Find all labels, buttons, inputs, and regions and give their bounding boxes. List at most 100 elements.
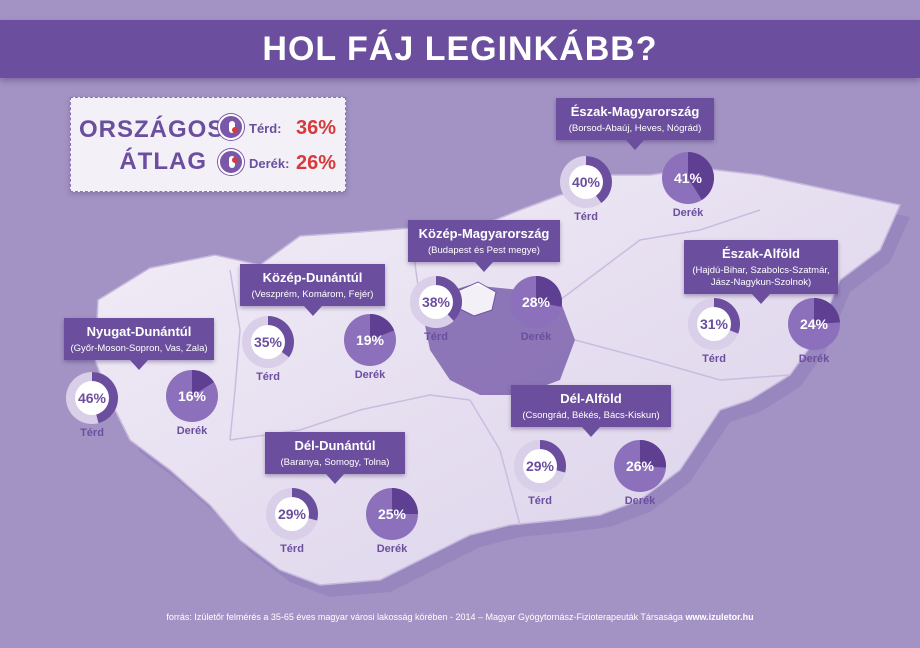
- pie-value-label: 38%: [421, 294, 451, 310]
- pie-slice: [814, 298, 840, 324]
- pie-caption-terd: Térd: [280, 543, 304, 555]
- region-counties: (Győr-Moson-Sopron, Vas, Zala): [70, 343, 208, 354]
- pie-kozep-dunantul-terd: 35% Térd: [240, 314, 296, 384]
- pie-nyugat-dunantul-derek: 16% Derék: [164, 368, 220, 438]
- pie-svg: [366, 488, 418, 540]
- pie-caption-derek: Derék: [672, 207, 704, 219]
- pie-hole: [697, 307, 731, 341]
- pie-caption-derek: Derék: [520, 331, 552, 343]
- source-footer: forrás: Izületőr felmérés a 35-65 éves m…: [0, 612, 920, 622]
- callout-kozep-dunantul: Közép-Dunántúl (Veszprém, Komárom, Fejér…: [240, 264, 385, 316]
- callout-del-dunantul: Dél-Dunántúl (Baranya, Somogy, Tolna): [265, 432, 405, 484]
- average-derek-label: Derék:: [249, 156, 290, 171]
- region-counties: (Veszprém, Komárom, Fejér): [251, 289, 374, 300]
- region-name: Dél-Dunántúl: [294, 438, 376, 453]
- callout-kozep-magyarorszag: Közép-Magyarország (Budapest és Pest meg…: [408, 220, 560, 272]
- pie-value-label: 26%: [625, 458, 655, 474]
- knee-icon: [218, 114, 244, 140]
- region-name: Észak-Magyarország: [570, 104, 700, 119]
- pie-slice: [392, 488, 418, 514]
- pie-svg: [788, 298, 840, 350]
- pie-nyugat-dunantul-terd: 46% Térd: [64, 370, 120, 440]
- pie-caption-derek: Derék: [376, 543, 408, 555]
- pie-hole: [569, 165, 603, 199]
- pie-caption-terd: Térd: [424, 331, 448, 343]
- pie-svg: [410, 276, 462, 328]
- pie-kozep-magyarorszag-derek: 28% Derék: [508, 274, 564, 344]
- pie-value-label: 35%: [253, 334, 283, 350]
- pie-svg: [514, 440, 566, 492]
- pie-eszak-alfold-derek: 24% Derék: [786, 296, 842, 366]
- pie-value-label: 29%: [277, 506, 307, 522]
- pie-svg: [614, 440, 667, 492]
- source-text: forrás: Izületőr felmérés a 35-65 éves m…: [166, 612, 683, 622]
- pie-svg: [66, 372, 118, 424]
- pie-hole: [275, 497, 309, 531]
- pie-kozep-magyarorszag-terd: 38% Térd: [408, 274, 464, 344]
- pie-svg: [510, 276, 563, 328]
- region-counties: (Baranya, Somogy, Tolna): [280, 457, 390, 468]
- pie-kozep-dunantul-derek: 19% Derék: [342, 312, 398, 382]
- national-average-box: ORSZÁGOS ÁTLAG Térd: 36% Derék: 26%: [70, 97, 346, 192]
- pie-value-label: 29%: [525, 458, 555, 474]
- callout-del-alfold: Dél-Alföld (Csongrád, Békés, Bács-Kiskun…: [511, 385, 671, 437]
- pie-value-label: 41%: [673, 170, 703, 186]
- pie-value-label: 31%: [699, 316, 729, 332]
- pie-hole: [523, 449, 557, 483]
- pie-slice: [192, 370, 214, 396]
- region-name: Észak-Alföld: [721, 246, 800, 261]
- pie-value-label: 25%: [377, 506, 407, 522]
- callout-eszak-magyarorszag: Észak-Magyarország (Borsod-Abaúj, Heves,…: [556, 98, 714, 150]
- region-counties: (Borsod-Abaúj, Heves, Nógrád): [568, 123, 702, 134]
- pie-caption-terd: Térd: [256, 371, 280, 383]
- pie-hole: [419, 285, 453, 319]
- pie-del-alfold-derek: 26% Derék: [612, 438, 668, 508]
- callout-eszak-alfold: Észak-Alföld (Hajdú-Bihar, Szabolcs-Szat…: [684, 240, 838, 304]
- pie-eszak-magyarorszag-derek: 41% Derék: [660, 150, 716, 220]
- title-banner: HOL FÁJ LEGINKÁBB?: [0, 20, 920, 78]
- pie-caption-derek: Derék: [354, 369, 386, 381]
- pie-value-label: 28%: [521, 294, 551, 310]
- region-name: Dél-Alföld: [560, 391, 622, 406]
- pie-slice: [370, 314, 395, 340]
- region-counties-line2: Jász-Nagykun-Szolnok): [710, 277, 812, 288]
- pie-svg: [560, 156, 612, 208]
- pie-svg: [662, 152, 714, 204]
- pie-del-dunantul-terd: 29% Térd: [264, 486, 320, 556]
- pie-svg: [344, 314, 396, 366]
- pie-slice: [640, 440, 667, 468]
- pie-svg: [266, 488, 318, 540]
- pie-value-label: 24%: [799, 316, 829, 332]
- pie-hole: [251, 325, 285, 359]
- region-counties: (Hajdú-Bihar, Szabolcs-Szatmár,: [692, 265, 830, 276]
- pie-eszak-alfold-terd: 31% Térd: [686, 296, 742, 366]
- pie-value-label: 19%: [355, 332, 385, 348]
- pie-caption-terd: Térd: [80, 427, 104, 439]
- pie-del-dunantul-derek: 25% Derék: [364, 486, 420, 556]
- pie-svg: [166, 370, 218, 422]
- region-name: Nyugat-Dunántúl: [86, 324, 192, 339]
- pie-del-alfold-terd: 29% Térd: [512, 438, 568, 508]
- pie-hole: [75, 381, 109, 415]
- back-icon: [218, 149, 244, 175]
- region-name: Közép-Dunántúl: [262, 270, 363, 285]
- pie-caption-derek: Derék: [798, 353, 830, 365]
- pie-svg: [242, 316, 294, 368]
- region-name: Közép-Magyarország: [418, 226, 550, 241]
- pie-svg: [688, 298, 740, 350]
- pie-caption-terd: Térd: [574, 211, 598, 223]
- pie-value-label: 40%: [571, 174, 601, 190]
- average-derek-value: 26%: [296, 152, 337, 174]
- page-title: HOL FÁJ LEGINKÁBB?: [262, 29, 658, 68]
- region-counties: (Csongrád, Békés, Bács-Kiskun): [522, 410, 660, 421]
- pie-caption-terd: Térd: [702, 353, 726, 365]
- callout-nyugat-dunantul: Nyugat-Dunántúl (Győr-Moson-Sopron, Vas,…: [64, 318, 214, 370]
- pie-caption-derek: Derék: [624, 495, 656, 507]
- pie-caption-terd: Térd: [528, 495, 552, 507]
- average-terd-value: 36%: [296, 117, 337, 139]
- source-url: www.izuletor.hu: [685, 612, 754, 622]
- average-terd-label: Térd:: [249, 121, 282, 136]
- pie-caption-derek: Derék: [176, 425, 208, 437]
- average-label-line1: ORSZÁGOS: [79, 116, 225, 143]
- average-label-line2: ÁTLAG: [119, 148, 207, 175]
